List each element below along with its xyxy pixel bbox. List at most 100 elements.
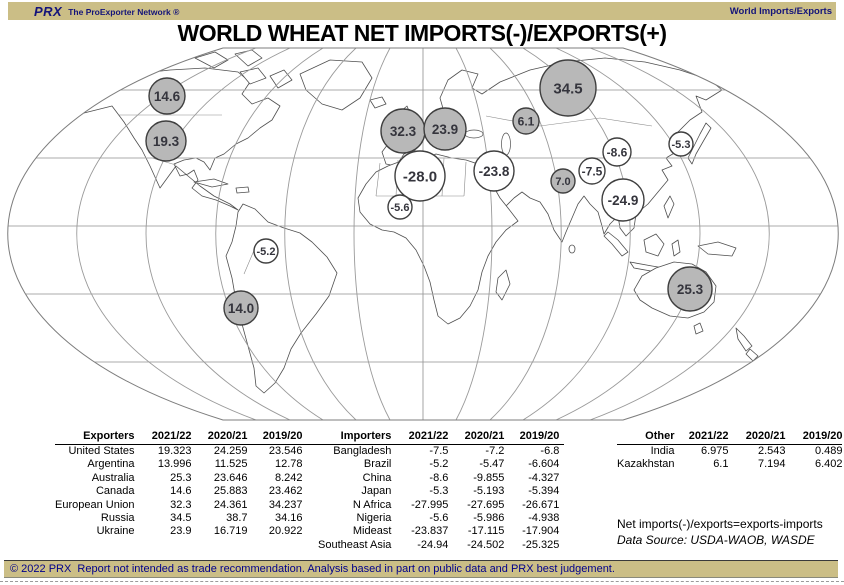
map-bubble-bangladesh	[578, 157, 606, 185]
map-bubble-value: -24.9	[608, 193, 639, 208]
value-cell: 25.3	[170, 471, 192, 484]
other-table: Other 2021/22 2020/21 2019/20 India 6.975 2.54…	[617, 429, 843, 472]
value-cell: 34.237	[268, 498, 303, 511]
land-iceland	[369, 96, 387, 109]
table-row: Southeast Asia -24.94 -24.502 -25.325	[318, 539, 564, 552]
value-cell: -26.671	[522, 498, 560, 511]
row-spacer	[559, 485, 564, 498]
value-cell: 6.975	[700, 445, 729, 457]
region-cell: N Africa	[352, 498, 392, 511]
value-cell: 16.719	[213, 525, 248, 538]
header-spacer	[559, 429, 565, 445]
map-bubble-value: -5.2	[257, 246, 276, 258]
table-row: Mideast -23.837 -17.115 -17.904	[318, 525, 564, 538]
table-row: Nigeria -5.6 -5.986 -4.938	[318, 512, 564, 525]
value-cell: -5.394	[528, 485, 560, 498]
map-bubble-value: 14.6	[154, 89, 181, 104]
net-formula-note: Net imports(-)/exports=exports-imports	[617, 517, 823, 531]
column-header: 2020/21	[728, 429, 786, 445]
value-cell: -7.2	[485, 445, 505, 457]
black-sea	[464, 129, 484, 139]
exporters-table: Exporters 2021/22 2020/21 2019/20 United Sta…	[55, 429, 332, 539]
land-caribbean	[193, 178, 250, 194]
map-bubble-brazil	[253, 238, 279, 264]
value-cell: 25.883	[213, 485, 248, 498]
map-outline	[7, 47, 839, 421]
map-bubble-india	[550, 168, 576, 194]
region-cell: Kazakhstan	[617, 458, 675, 471]
map-bubble-ukraine	[423, 107, 467, 151]
map-bubble-kazakhstan	[512, 107, 540, 135]
row-spacer	[559, 445, 564, 459]
region-cell: Southeast Asia	[318, 538, 392, 551]
region-cell: India	[650, 445, 675, 457]
value-cell: 7.194	[757, 458, 786, 471]
value-cell: -23.837	[411, 525, 449, 538]
table-row: Russia 34.5 38.7 34.16	[55, 512, 332, 525]
map-bubble-value: -5.3	[672, 139, 691, 151]
row-spacer	[559, 525, 564, 538]
map-bubble-value: 19.3	[153, 134, 180, 149]
value-cell: -6.8	[540, 445, 560, 457]
table-row: Canada 14.6 25.883 23.462	[55, 485, 332, 498]
map-bubble-value: 32.3	[390, 124, 417, 139]
map-bubble-value: -23.8	[479, 164, 510, 179]
map-bubble-value: 6.1	[518, 114, 535, 128]
column-header: 2020/21	[448, 429, 505, 445]
value-cell: -24.502	[467, 538, 505, 551]
map-bubble-value: 7.0	[555, 176, 570, 188]
table-row: United States 19.323 24.259 23.546	[55, 445, 332, 459]
row-spacer	[559, 512, 564, 525]
table-row: Brazil -5.2 -5.47 -6.604	[318, 458, 564, 471]
table-title: Other	[617, 429, 675, 445]
value-cell: 20.922	[268, 525, 303, 538]
region-cell: Mideast	[352, 525, 392, 538]
value-cell: 32.3	[170, 498, 192, 511]
value-cell: 14.6	[170, 485, 192, 498]
value-cell: 38.7	[226, 512, 248, 525]
map-bubble-russia	[539, 59, 597, 117]
value-cell: -6.604	[528, 458, 560, 471]
value-cell: 23.546	[268, 445, 303, 457]
row-spacer	[559, 499, 564, 512]
column-header: 2020/21	[191, 429, 248, 445]
region-cell: Argentina	[87, 458, 135, 471]
value-cell: -5.193	[473, 485, 505, 498]
value-cell: -5.2	[429, 458, 449, 471]
value-cell: -17.115	[467, 525, 505, 538]
value-cell: 0.489	[814, 445, 843, 457]
land-tasmania	[693, 322, 704, 335]
column-header: 2019/20	[504, 429, 560, 445]
map-bubble-united-states	[145, 120, 187, 162]
header-tagline: The ProExporter Network ®	[68, 7, 180, 17]
value-cell: 24.259	[213, 445, 248, 457]
value-cell: 24.361	[213, 498, 248, 511]
value-cell: -27.995	[411, 498, 449, 511]
map-bubble-australia	[667, 266, 713, 312]
column-header: 2021/22	[391, 429, 449, 445]
map-bubble-value: 14.0	[228, 301, 254, 316]
page-break-line	[0, 581, 844, 582]
value-cell: 23.9	[170, 525, 192, 538]
map-bubble-value: -7.5	[582, 164, 603, 178]
value-cell: -5.6	[429, 512, 449, 525]
map-bubble-value: 34.5	[553, 80, 582, 97]
caspian-sea	[501, 132, 511, 156]
table-row: Australia 25.3 23.646 8.242	[55, 472, 332, 485]
value-cell: -9.855	[473, 471, 505, 484]
value-cell: -4.327	[528, 471, 560, 484]
map-bubble-japan	[668, 131, 694, 157]
row-spacer	[559, 458, 564, 471]
region-cell: China	[362, 471, 392, 484]
value-cell: 6.1	[713, 458, 729, 471]
value-cell: -7.5	[429, 445, 449, 457]
value-cell: 19.323	[157, 445, 192, 457]
value-cell: -5.47	[479, 458, 505, 471]
value-cell: 23.646	[213, 471, 248, 484]
value-cell: 2.543	[757, 445, 786, 457]
value-cell: 34.5	[170, 512, 192, 525]
value-cell: 23.462	[268, 485, 303, 498]
value-cell: 11.525	[214, 458, 248, 471]
row-spacer	[559, 539, 564, 552]
map-bubble-n-africa	[394, 150, 446, 202]
